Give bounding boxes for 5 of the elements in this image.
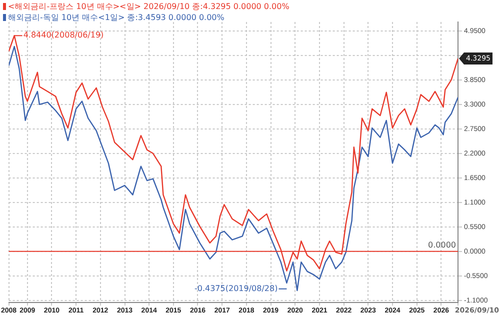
annotation: -0.4375(2019/08/28) [194,284,278,293]
ref-line-label: 0.0000 [428,240,456,250]
legend-label: <해외금리-프랑스 10년 매수><일> 2026/09/10 종:4.3295 0.0000 0.00% [7,1,290,12]
legend-label: 해외금리-독일 10년 매수<1일> 종:3.4593 0.0000 0.00% [7,12,226,23]
annotation: 4.8440(2008/06/19) [23,30,104,40]
